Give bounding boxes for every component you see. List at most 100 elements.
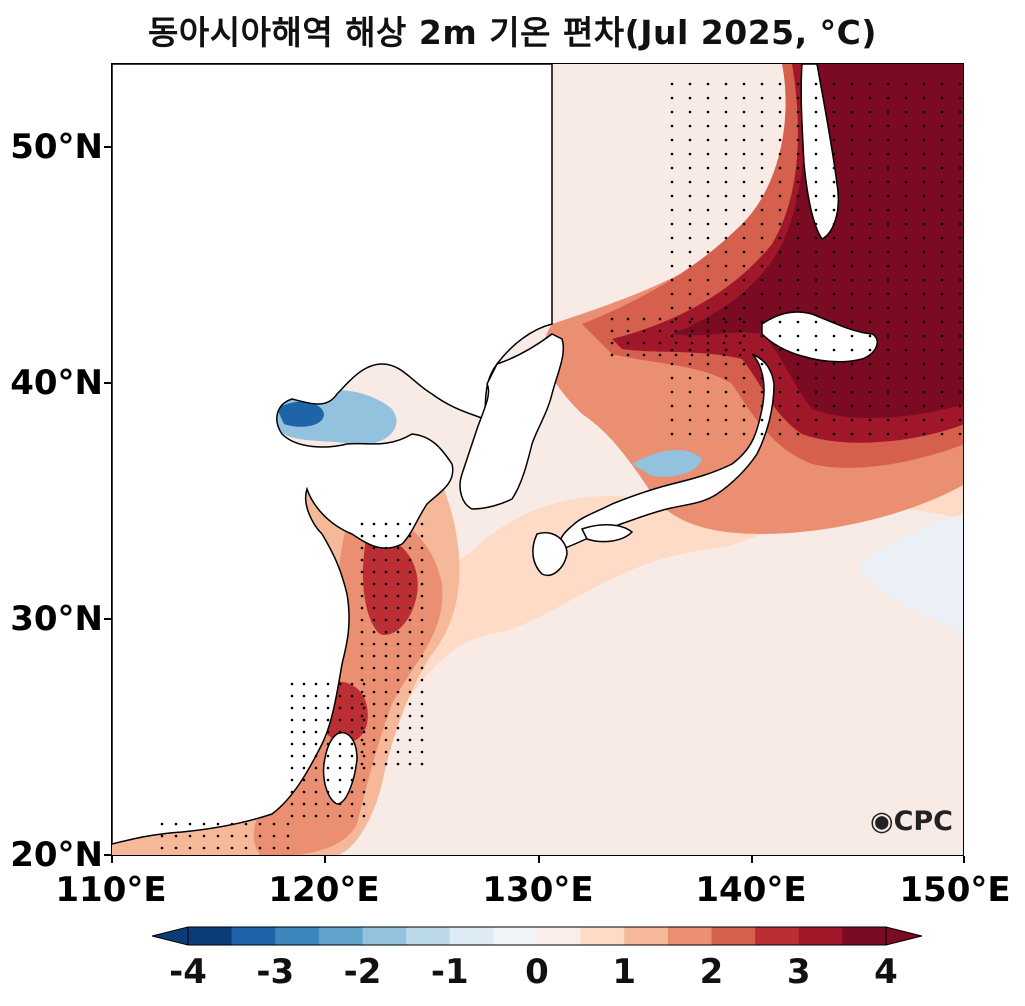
- stipple-dot: [670, 250, 674, 254]
- stipple-dot: [904, 166, 908, 170]
- stipple-dot: [670, 110, 674, 114]
- stipple-dot: [940, 96, 944, 100]
- stipple-dot: [832, 432, 836, 436]
- stipple-dot: [868, 362, 872, 366]
- stipple-dot: [958, 236, 962, 240]
- stipple-dot: [674, 317, 678, 321]
- colorbar-tick-label: -3: [256, 952, 295, 992]
- stipple-dot: [338, 682, 342, 686]
- stipple-dot: [384, 690, 388, 694]
- stipple-dot: [724, 166, 728, 170]
- stipple-dot: [420, 702, 424, 706]
- colorbar-segment: [188, 927, 233, 945]
- stipple-dot: [724, 334, 728, 338]
- stipple-dot: [706, 292, 710, 296]
- stipple-dot: [814, 138, 818, 142]
- stipple-dot: [384, 666, 388, 670]
- stipple-dot: [814, 320, 818, 324]
- stipple-dot: [290, 682, 294, 686]
- stipple-dot: [396, 726, 400, 730]
- stipple-dot: [688, 362, 692, 366]
- stipple-dot: [216, 834, 220, 838]
- stipple-dot: [742, 376, 746, 380]
- stipple-dot: [360, 546, 364, 550]
- stipple-dot: [796, 264, 800, 268]
- stipple-dot: [724, 110, 728, 114]
- stipple-dot: [850, 96, 854, 100]
- stipple-dot: [302, 730, 306, 734]
- stipple-dot: [706, 194, 710, 198]
- stipple-dot: [314, 766, 318, 770]
- stipple-dot: [832, 138, 836, 142]
- stipple-dot: [724, 348, 728, 352]
- stipple-dot: [408, 522, 412, 526]
- stipple-dot: [420, 534, 424, 538]
- stipple-dot: [868, 222, 872, 226]
- stipple-dot: [360, 714, 364, 718]
- stipple-dot: [796, 320, 800, 324]
- stipple-dot: [958, 222, 962, 226]
- stipple-dot: [832, 250, 836, 254]
- stipple-dot: [372, 726, 376, 730]
- stipple-dot: [690, 353, 694, 357]
- stipple-dot: [420, 762, 424, 766]
- colorbar-tick-label: -2: [343, 952, 382, 992]
- stipple-dot: [396, 690, 400, 694]
- stipple-dot: [350, 682, 354, 686]
- stipple-dot: [326, 682, 330, 686]
- stipple-dot: [396, 702, 400, 706]
- stipple-dot: [706, 334, 710, 338]
- stipple-dot: [742, 124, 746, 128]
- lat-tickmark: [104, 382, 111, 384]
- stipple-dot: [904, 320, 908, 324]
- stipple-dot: [724, 292, 728, 296]
- stipple-dot: [958, 348, 962, 352]
- stipple-dot: [922, 152, 926, 156]
- stipple-dot: [724, 418, 728, 422]
- stipple-dot: [832, 236, 836, 240]
- colorbar-tick-label: 0: [525, 952, 549, 992]
- stipple-dot: [384, 750, 388, 754]
- stipple-dot: [922, 138, 926, 142]
- stipple-dot: [688, 124, 692, 128]
- stipple-dot: [940, 110, 944, 114]
- stipple-dot: [796, 292, 800, 296]
- stipple-dot: [940, 166, 944, 170]
- stipple-dot: [408, 702, 412, 706]
- stipple-dot: [396, 546, 400, 550]
- stipple-dot: [396, 606, 400, 610]
- stipple-dot: [384, 630, 388, 634]
- stipple-dot: [850, 152, 854, 156]
- stipple-dot: [290, 754, 294, 758]
- stipple-dot: [338, 742, 342, 746]
- stipple-dot: [886, 348, 890, 352]
- stipple-dot: [850, 362, 854, 366]
- stipple-dot: [940, 376, 944, 380]
- stipple-dot: [940, 306, 944, 310]
- stipple-dot: [174, 846, 178, 850]
- stipple-dot: [850, 320, 854, 324]
- stipple-dot: [886, 208, 890, 212]
- stipple-dot: [940, 362, 944, 366]
- stipple-dot: [886, 404, 890, 408]
- stipple-dot: [796, 222, 800, 226]
- stipple-dot: [722, 341, 726, 345]
- stipple-dot: [706, 329, 710, 333]
- stipple-dot: [642, 341, 646, 345]
- stipple-dot: [886, 222, 890, 226]
- land-hokkaido: [761, 311, 878, 363]
- stipple-dot: [272, 834, 276, 838]
- stipple-dot: [958, 320, 962, 324]
- stipple-dot: [814, 152, 818, 156]
- stipple-dot: [778, 418, 782, 422]
- stipple-dot: [760, 166, 764, 170]
- stipple-dot: [904, 404, 908, 408]
- stipple-dot: [706, 317, 710, 321]
- colorbar-segment: [537, 927, 582, 945]
- stipple-dot: [958, 292, 962, 296]
- stipple-dot: [706, 250, 710, 254]
- stipple-dot: [904, 194, 908, 198]
- stipple-dot: [922, 334, 926, 338]
- stipple-dot: [688, 334, 692, 338]
- stipple-dot: [814, 334, 818, 338]
